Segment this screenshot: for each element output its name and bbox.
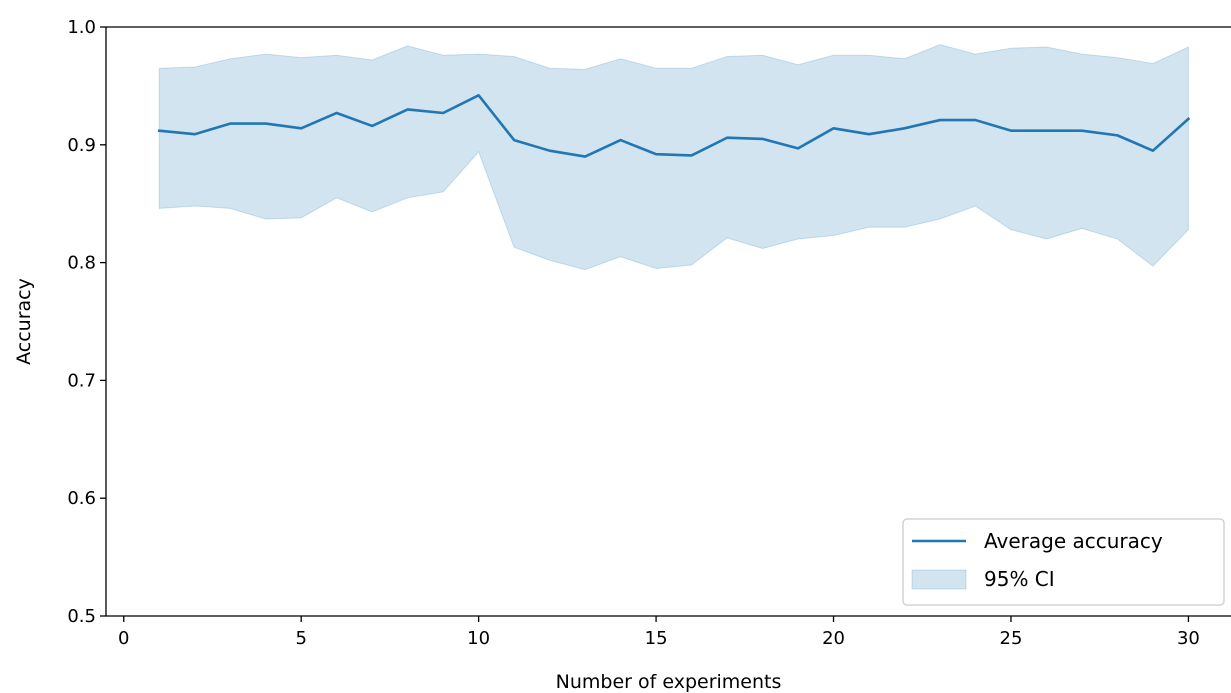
y-tick-label: 0.7 xyxy=(67,370,96,391)
y-tick-label: 0.8 xyxy=(67,253,96,274)
y-tick-label: 0.5 xyxy=(67,606,96,627)
x-tick-label: 25 xyxy=(1000,628,1023,649)
x-tick-label: 20 xyxy=(822,628,845,649)
series-line-average-accuracy xyxy=(157,94,1191,158)
y-tick-label: 0.9 xyxy=(67,135,96,156)
legend-frame xyxy=(902,518,1225,606)
x-tick-label: 5 xyxy=(295,628,306,649)
y-axis-label: Accuracy xyxy=(13,278,35,365)
x-tick-label: 15 xyxy=(645,628,668,649)
ci-band xyxy=(158,44,1189,271)
plot-area xyxy=(157,44,1191,271)
legend-band-swatch xyxy=(911,569,967,590)
x-tick-label: 30 xyxy=(1177,628,1200,649)
y-tick-label: 0.6 xyxy=(67,488,96,509)
axes: 0 5 10 15 20 25 30 0.5 0.6 0.7 0.8 0.9 1.0 xyxy=(67,17,1231,649)
x-axis-label: Number of experiments xyxy=(556,671,782,693)
legend: Average accuracy 95% CI xyxy=(902,518,1225,606)
y-tick-label: 1.0 xyxy=(67,17,96,38)
legend-label-95-ci: 95% CI xyxy=(984,567,1055,591)
legend-label-average-accuracy: Average accuracy xyxy=(984,529,1163,553)
x-tick-label: 0 xyxy=(118,628,129,649)
x-tick-label: 10 xyxy=(467,628,490,649)
